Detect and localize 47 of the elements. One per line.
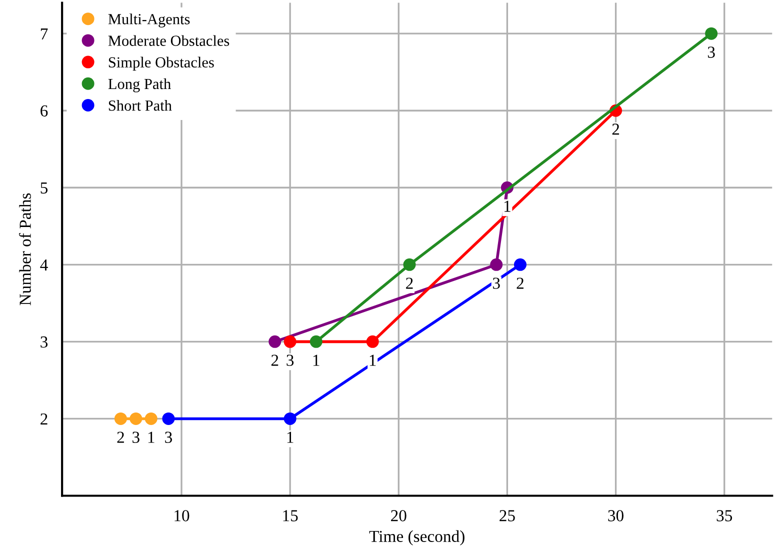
annotation: 2 — [516, 278, 524, 289]
point — [284, 335, 296, 348]
annotation: 1 — [370, 354, 376, 366]
x-tick-label: 15 — [283, 510, 298, 522]
annotation: 3 — [132, 432, 140, 443]
annotation: 2 — [612, 124, 620, 135]
point — [705, 27, 718, 40]
legend-label: Long Path — [108, 78, 171, 92]
point — [284, 412, 296, 425]
legend-label: Multi-Agents — [108, 14, 190, 28]
legend-label: Simple Obstacles — [108, 56, 214, 71]
point — [162, 412, 175, 425]
annotation: 3 — [708, 46, 715, 58]
x-tick-label: 30 — [608, 510, 624, 522]
annotation: 1 — [313, 354, 320, 366]
x-tick-label: 35 — [716, 510, 732, 522]
annotation: 1 — [287, 432, 294, 443]
point — [130, 412, 142, 425]
annotation: 1 — [148, 432, 154, 443]
point — [514, 258, 526, 271]
y-tick-label: 2 — [40, 413, 48, 424]
annotation: 1 — [504, 200, 510, 212]
y-tick-label: 4 — [40, 259, 48, 270]
point — [310, 335, 322, 348]
point — [490, 258, 503, 271]
point — [268, 335, 282, 348]
point — [366, 335, 379, 348]
x-tick-label: 25 — [500, 510, 515, 522]
y-tick-label: 3 — [40, 336, 48, 348]
annotation: 3 — [492, 278, 500, 289]
legend-label: Short Path — [108, 100, 172, 111]
x-tick-label: 10 — [174, 510, 190, 522]
y-tick-label: 5 — [40, 182, 48, 194]
y-tick-label: 6 — [40, 105, 48, 117]
annotation: 3 — [286, 354, 294, 366]
point — [114, 412, 127, 425]
point — [144, 412, 158, 425]
x-axis-title: Time (second) — [369, 530, 464, 546]
annotation: 2 — [271, 354, 278, 366]
y-axis-title: Number of Paths — [19, 193, 31, 306]
y-tick-label: 7 — [40, 28, 48, 40]
point — [403, 258, 416, 271]
annotation: 2 — [117, 432, 124, 443]
legend-label: Moderate Obstacles — [108, 35, 230, 46]
x-tick-label: 20 — [391, 510, 406, 522]
annotation: 3 — [165, 432, 172, 443]
annotation: 2 — [406, 278, 413, 289]
